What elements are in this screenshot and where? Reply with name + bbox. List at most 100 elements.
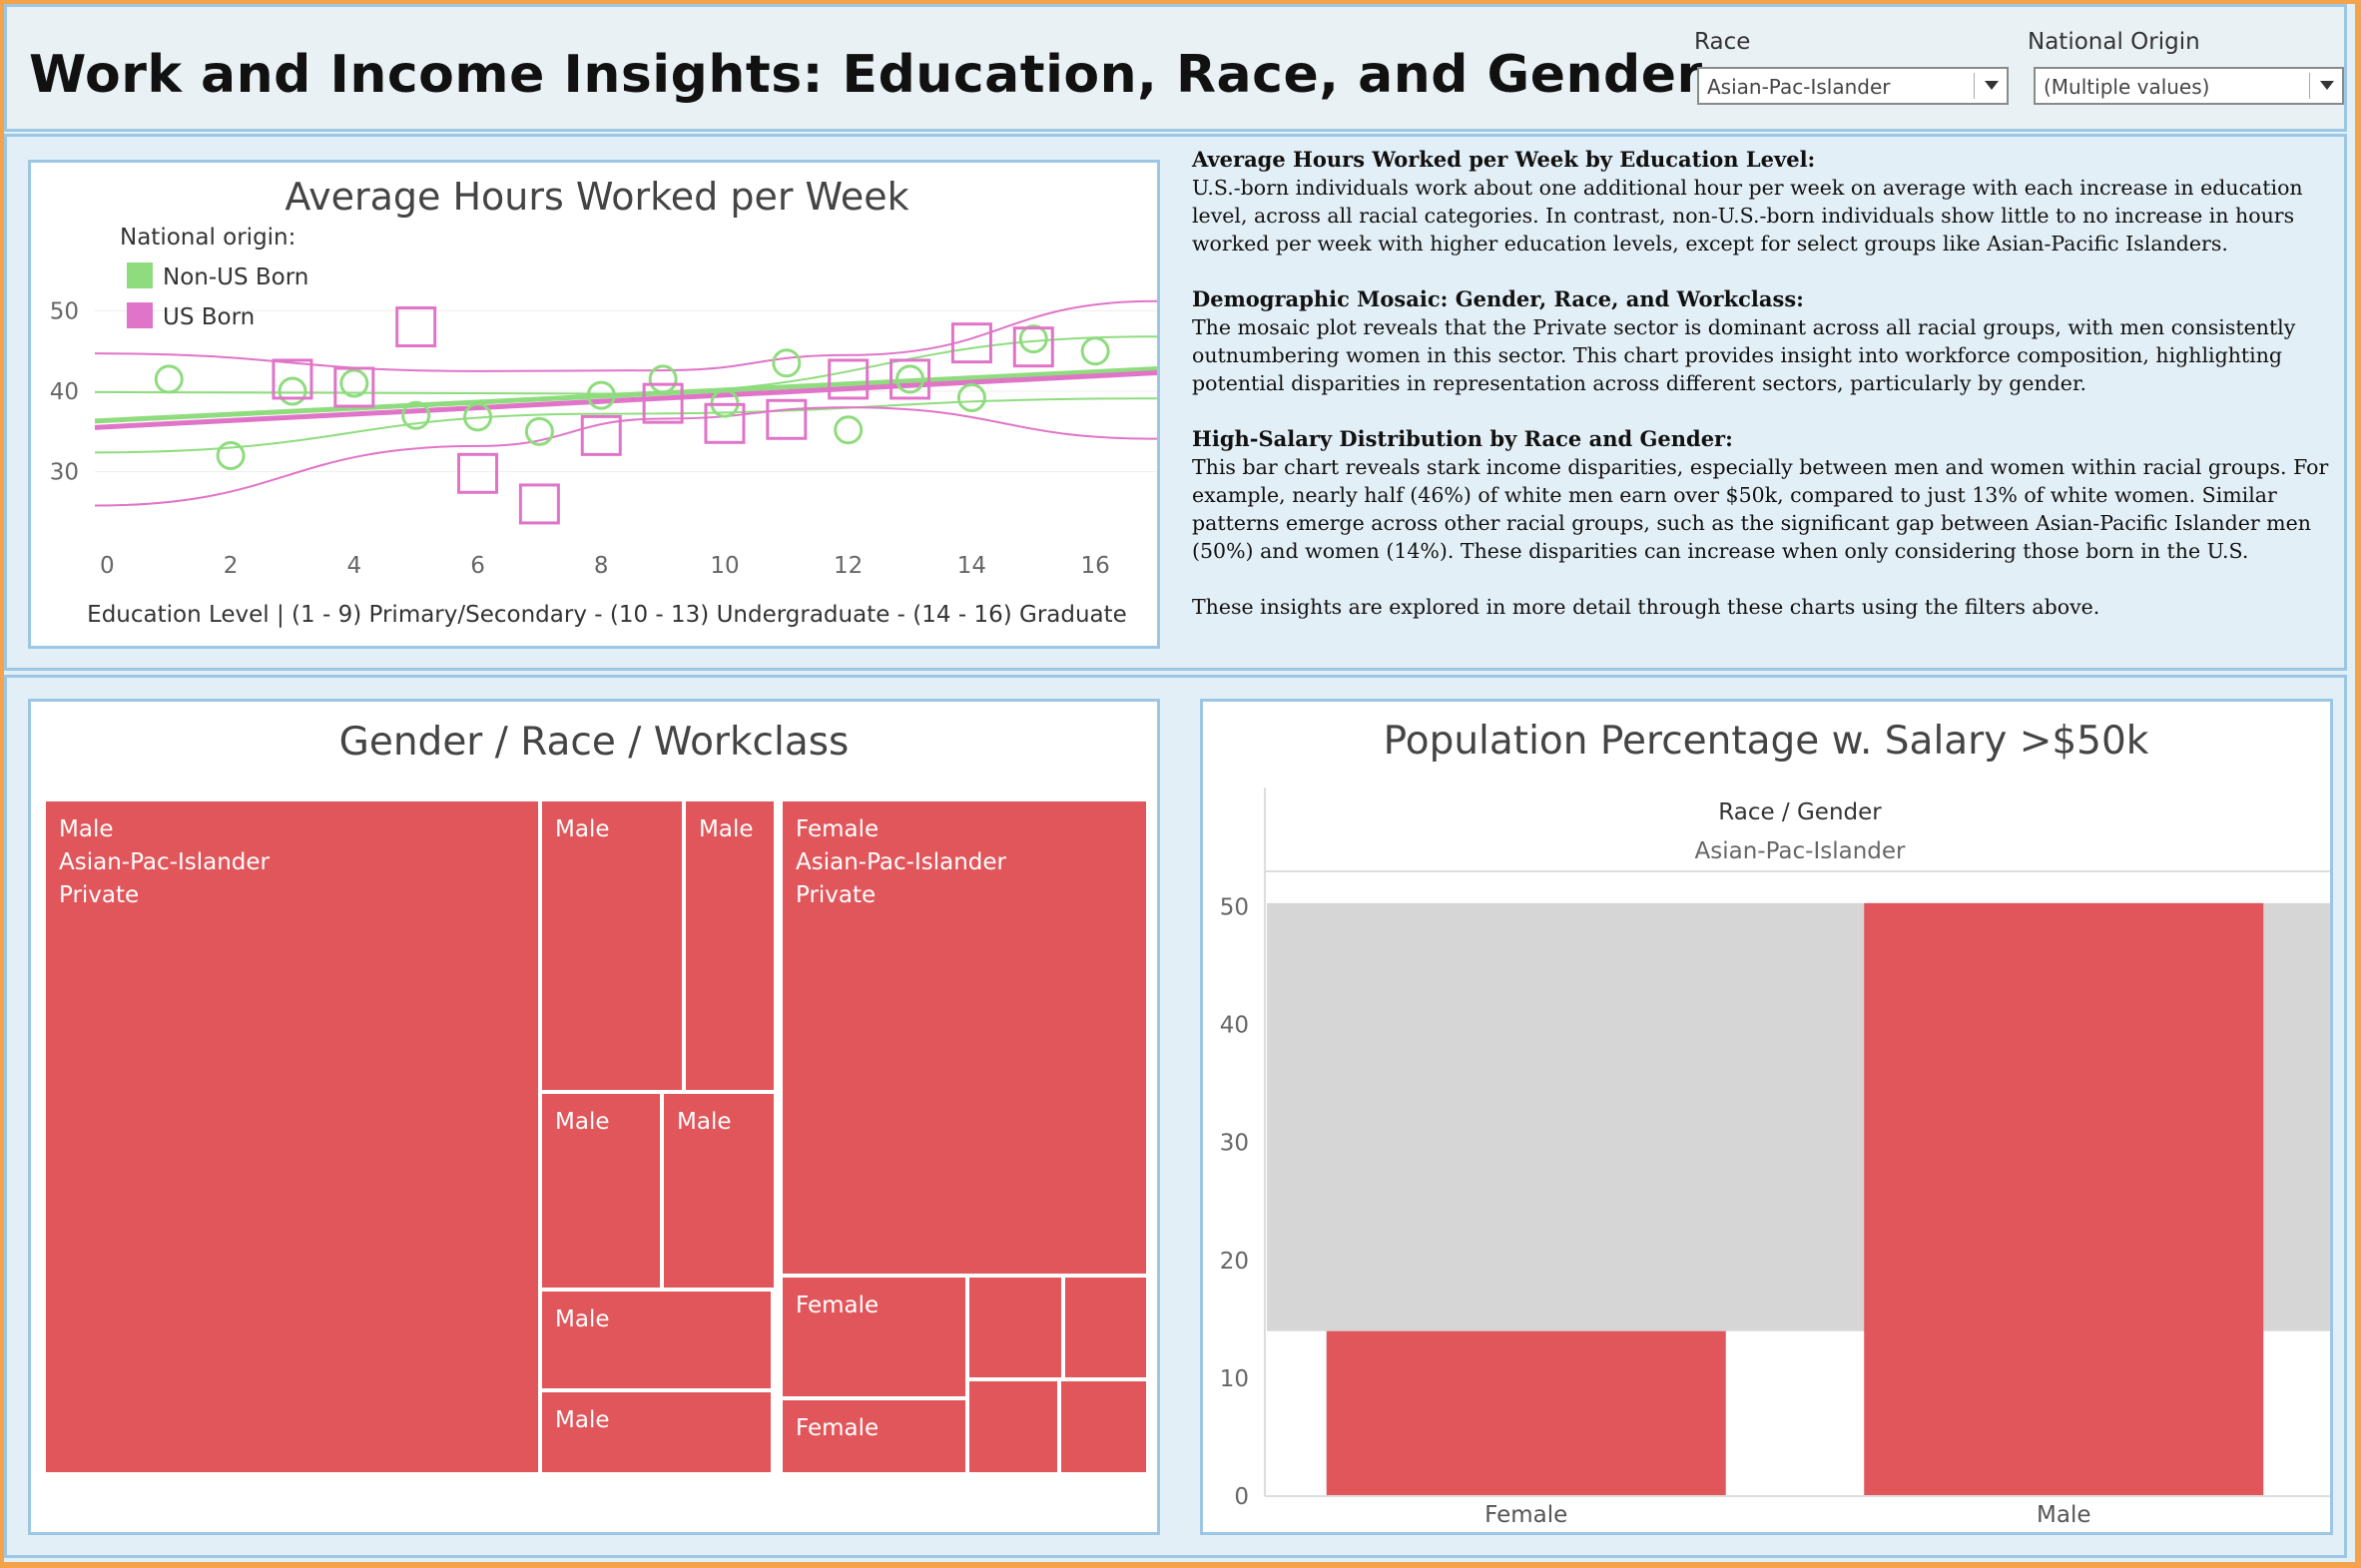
scatter-point-non-us[interactable] (834, 415, 864, 445)
trend-band-lower (94, 406, 1157, 507)
treemap-cell[interactable] (1063, 1276, 1148, 1379)
treemap-cell-label: Male (59, 816, 114, 842)
y-tick-label: 30 (1220, 1131, 1249, 1157)
scatter-point-us[interactable] (1012, 326, 1054, 368)
y-axis-ticks: 0 10 20 30 40 50 (1220, 894, 1249, 1510)
treemap-cell[interactable] (1059, 1379, 1148, 1474)
race-filter-select[interactable]: Asian-Pac-Islander (1697, 67, 2009, 105)
y-tick-label: 10 (1220, 1366, 1249, 1392)
scatter-point-us[interactable] (272, 358, 313, 400)
treemap-cell[interactable]: Male Asian-Pac-Islander Private (44, 799, 540, 1474)
scatter-point-us[interactable] (333, 366, 375, 408)
hours-scatter-chart: 30 40 50 0 2 4 6 8 10 12 14 16 Average Hours Worke… (50, 175, 1157, 628)
treemap-cell-label: Male (677, 1109, 732, 1135)
insight-body: This bar chart reveals stark income disp… (1192, 455, 2329, 563)
treemap-cell[interactable]: Female (781, 1398, 967, 1474)
treemap-cell[interactable]: Male (684, 799, 776, 1092)
insight-body: U.S.-born individuals work about one add… (1192, 176, 2303, 256)
treemap-cell[interactable]: Male (540, 1390, 773, 1474)
scatter-point-us[interactable] (580, 414, 622, 456)
x-axis-ticks: 0 2 4 6 8 10 12 14 16 (100, 553, 1110, 579)
national-origin-filter-select[interactable]: (Multiple values) (2034, 67, 2344, 105)
chevron-down-icon[interactable] (1985, 81, 1999, 90)
scatter-point-non-us[interactable] (772, 348, 802, 378)
x-tick-label: Female (1484, 1502, 1567, 1528)
scatter-point-non-us[interactable] (648, 364, 678, 394)
treemap-cell[interactable]: Male (540, 1290, 773, 1390)
trend-band-upper (94, 299, 1157, 372)
legend-swatch-us (127, 302, 153, 328)
scatter-point-us[interactable] (766, 398, 808, 440)
y-tick-label: 40 (1220, 1013, 1249, 1039)
trend-bands (94, 299, 1157, 507)
treemap-cell[interactable]: Male (662, 1092, 776, 1290)
treemap-cell[interactable]: Male (540, 799, 684, 1092)
treemap-cell[interactable] (967, 1276, 1063, 1379)
scatter-point-non-us[interactable] (154, 364, 184, 394)
insight-heading: Average Hours Worked per Week by Educati… (1192, 147, 1816, 172)
insight-body: The mosaic plot reveals that the Private… (1192, 315, 2296, 395)
legend-title: National origin: (120, 225, 295, 251)
scatter-point-us[interactable] (704, 402, 746, 444)
bar-male[interactable] (1864, 902, 2264, 1496)
y-axis-ticks: 30 40 50 (50, 298, 79, 485)
scatter-point-us[interactable] (518, 483, 560, 525)
x-tick-label: 8 (594, 553, 609, 579)
scatter-point-us[interactable] (395, 306, 437, 348)
race-filter-label: Race (1694, 29, 1751, 55)
scatter-point-non-us[interactable] (339, 368, 369, 398)
scatter-point-non-us[interactable] (586, 380, 616, 410)
treemap-cell-label: Asian-Pac-Islander (59, 849, 270, 875)
trend-line (94, 369, 1157, 430)
scatter-point-non-us[interactable] (1080, 336, 1110, 366)
insight-heading: High-Salary Distribution by Race and Gen… (1192, 426, 1733, 451)
y-tick-label: 0 (1234, 1484, 1249, 1510)
scatter-point-us[interactable] (642, 382, 684, 424)
treemap-cell-label: Male (555, 1109, 610, 1135)
insight-footer: These insights are explored in more deta… (1192, 595, 2100, 619)
y-tick-label: 50 (50, 298, 79, 324)
scatter-point-us[interactable] (950, 322, 992, 364)
treemap-cell-label: Female (796, 1293, 880, 1318)
scatter-point-non-us[interactable] (1018, 324, 1048, 354)
legend-swatch-non-us (127, 262, 153, 288)
treemap-title: Gender / Race / Workclass (338, 720, 850, 765)
chevron-down-icon[interactable] (2320, 81, 2334, 90)
bar-female[interactable] (1326, 1330, 1726, 1496)
scatter-point-us[interactable] (828, 358, 870, 400)
x-tick-label: 16 (1080, 553, 1109, 579)
scatter-point-non-us[interactable] (895, 364, 925, 394)
treemap-cell[interactable] (967, 1379, 1059, 1474)
scatter-point-non-us[interactable] (463, 402, 493, 432)
legend: National origin: Non-US Born US Born (120, 225, 308, 330)
treemap-cell[interactable]: Male (540, 1092, 662, 1290)
x-tick-label: 14 (957, 553, 986, 579)
page-title: Work and Income Insights: Education, Rac… (29, 45, 1703, 105)
scatter-point-us[interactable] (889, 358, 931, 400)
scatter-point-non-us[interactable] (216, 441, 246, 471)
treemap-cell[interactable]: Female (781, 1276, 967, 1398)
treemap-cell-label: Female (796, 1415, 880, 1441)
bar-header-label: Race / Gender (1718, 799, 1882, 825)
scatter-point-us[interactable] (457, 452, 499, 494)
bar-chart-panel: Population Percentage w. Salary >$50k Ra… (1200, 699, 2333, 1535)
x-tick-label: 4 (346, 553, 361, 579)
treemap-cell-label: Male (555, 1407, 610, 1433)
scatter-point-non-us[interactable] (278, 376, 307, 406)
scatter-point-non-us[interactable] (956, 382, 986, 412)
legend-label-us: US Born (163, 304, 255, 330)
treemap-chart: Male Asian-Pac-Islander Private Male Male Mal… (44, 799, 1148, 1474)
bar-chart-title: Population Percentage w. Salary >$50k (1384, 719, 2149, 764)
select-divider (2309, 73, 2310, 99)
dashboard-header: Work and Income Insights: Education, Rac… (4, 4, 2347, 132)
scatter-point-non-us[interactable] (524, 416, 554, 446)
select-divider (1974, 73, 1975, 99)
y-tick-label: 30 (50, 460, 79, 486)
hours-chart-title: Average Hours Worked per Week (285, 175, 908, 219)
x-tick-label: 12 (834, 553, 863, 579)
scatter-point-non-us[interactable] (401, 400, 431, 430)
y-tick-label: 40 (50, 379, 79, 405)
treemap-cell[interactable]: Female Asian-Pac-Islander Private (781, 799, 1148, 1276)
x-tick-label: 10 (710, 553, 739, 579)
insight-heading: Demographic Mosaic: Gender, Race, and Wo… (1192, 286, 1804, 311)
